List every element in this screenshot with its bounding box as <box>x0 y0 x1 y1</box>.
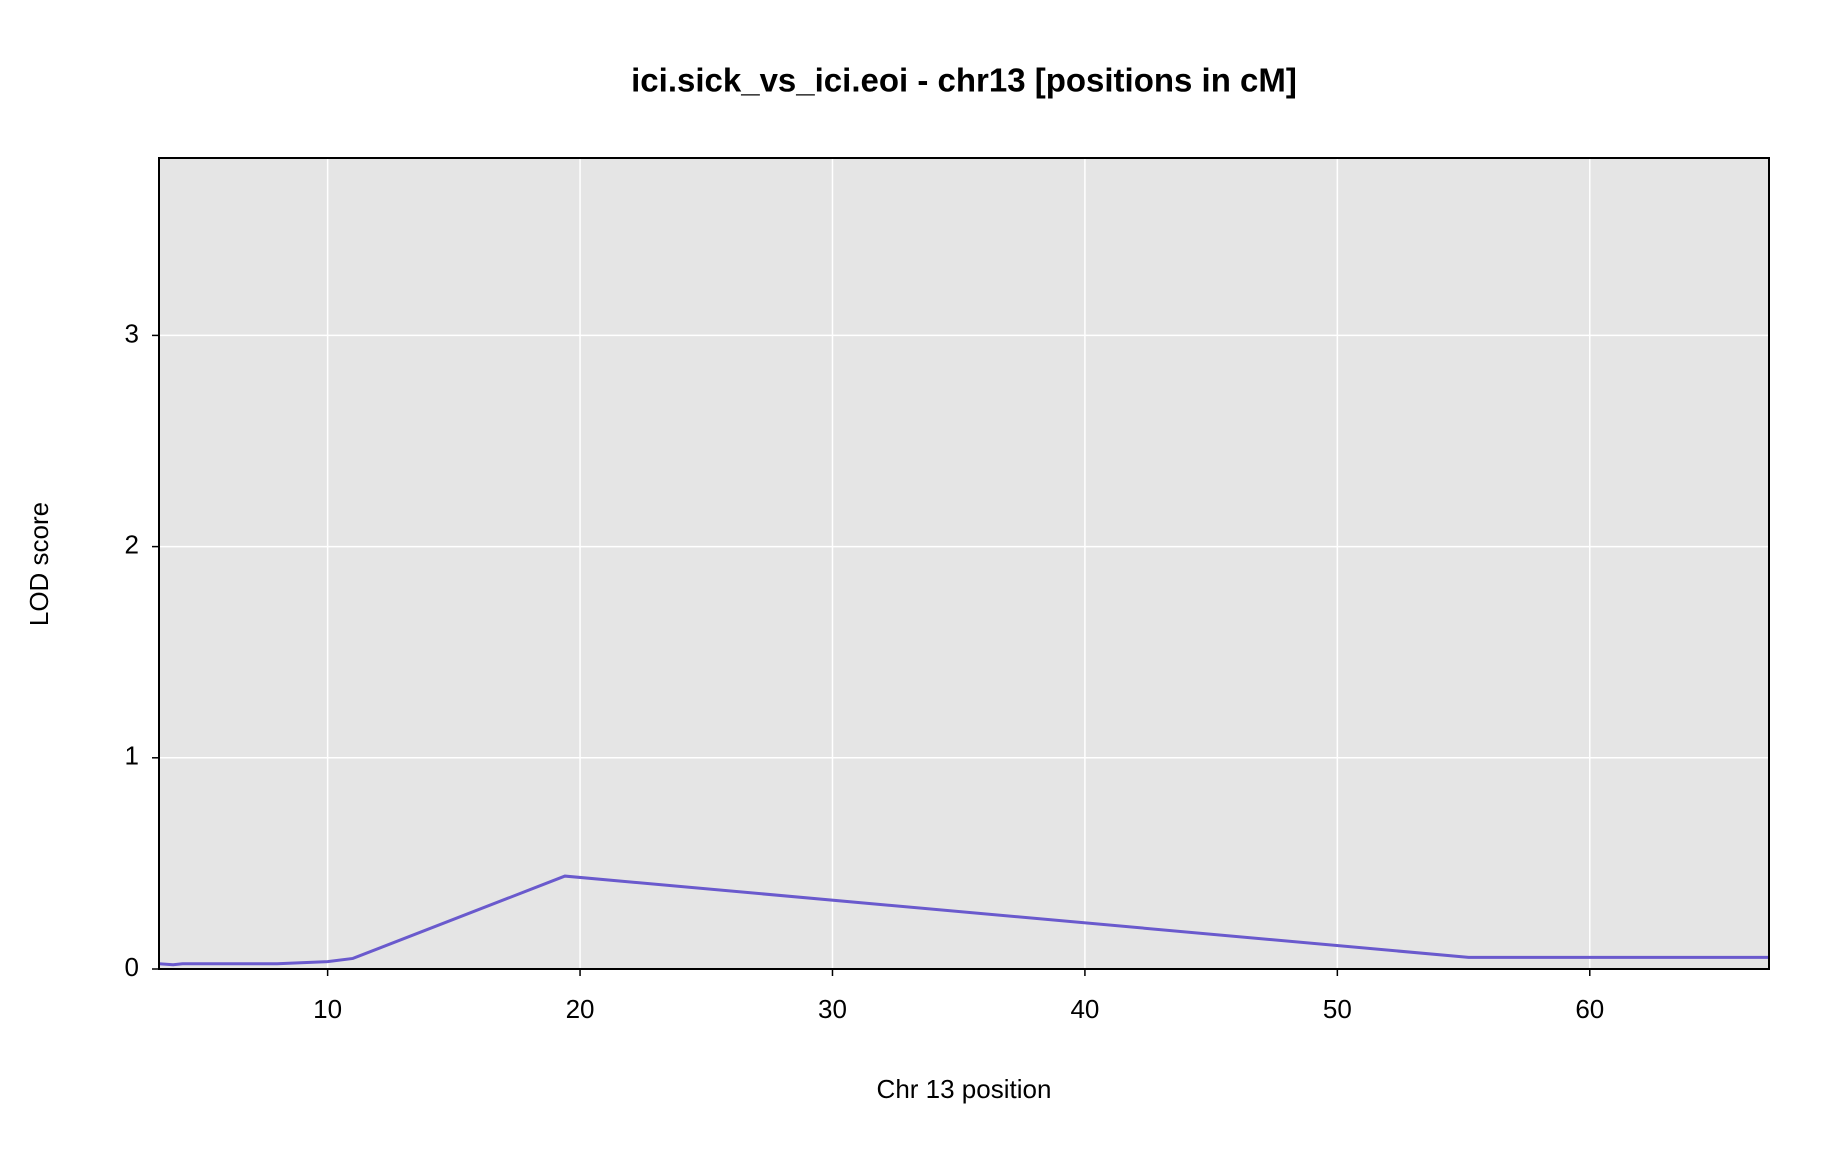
x-tick-label: 20 <box>566 994 595 1024</box>
series-line <box>158 874 1769 967</box>
plot-background <box>159 158 1769 969</box>
chart-title: ici.sick_vs_ici.eoi - chr13 [positions i… <box>631 62 1297 99</box>
y-tick-label: 0 <box>125 952 139 982</box>
x-axis-label: Chr 13 position <box>877 1074 1052 1104</box>
plot-frame <box>158 157 1770 970</box>
y-tick-label: 1 <box>125 741 139 771</box>
x-tick-label: 30 <box>818 994 847 1024</box>
y-tick-label: 2 <box>125 529 139 559</box>
x-tick-label: 50 <box>1323 994 1352 1024</box>
x-tick-label: 40 <box>1070 994 1099 1024</box>
y-axis-label: LOD score <box>24 502 54 626</box>
y-tick-label: 3 <box>125 318 139 348</box>
x-tick-label: 60 <box>1575 994 1604 1024</box>
x-tick-label: 10 <box>313 994 342 1024</box>
